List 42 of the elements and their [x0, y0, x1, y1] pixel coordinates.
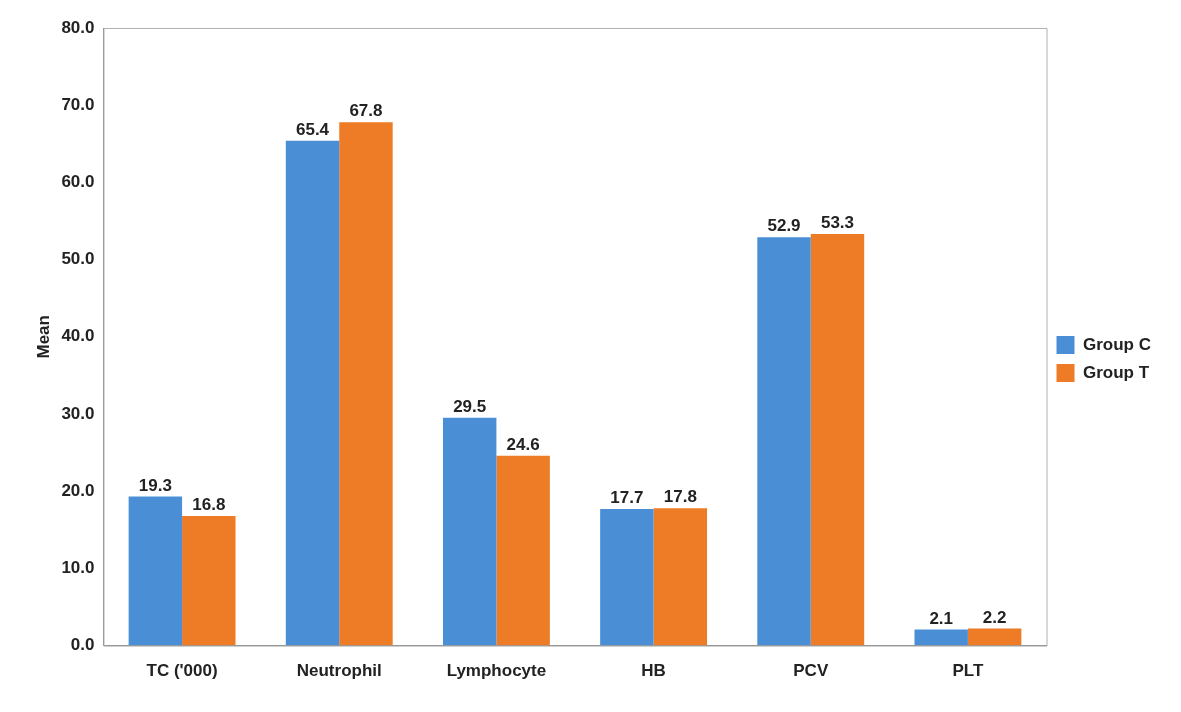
bar	[757, 237, 811, 646]
bar	[810, 234, 865, 646]
data-label: 24.6	[506, 434, 540, 454]
data-label: 16.8	[192, 495, 226, 515]
data-label: 2.2	[982, 607, 1007, 627]
data-label: 19.3	[138, 475, 172, 495]
y-tick-label: 60.0	[61, 172, 95, 192]
data-label: 17.7	[610, 488, 644, 508]
bar	[128, 496, 183, 646]
x-tick-label: PCV	[793, 661, 829, 681]
data-label: 53.3	[820, 213, 855, 233]
y-tick-label: 40.0	[61, 326, 95, 346]
data-label: 17.8	[663, 487, 697, 507]
data-label: 52.9	[767, 216, 801, 236]
bar	[182, 515, 236, 646]
data-label: 2.1	[929, 608, 954, 628]
legend-label: Group C	[1083, 334, 1152, 354]
y-tick-label: 30.0	[61, 403, 95, 423]
y-tick-label: 80.0	[61, 17, 95, 37]
bar	[914, 629, 968, 646]
data-label: 29.5	[453, 397, 487, 417]
data-label: 67.8	[349, 101, 383, 121]
x-tick-label: Lymphocyte	[446, 661, 547, 681]
y-tick-label: 20.0	[61, 480, 95, 500]
data-label: 65.4	[295, 119, 330, 139]
y-axis-title: Mean	[33, 315, 53, 359]
bar	[285, 140, 340, 646]
y-tick-label: 0.0	[70, 635, 95, 655]
y-tick-label: 70.0	[61, 94, 95, 114]
x-tick-label: Neutrophil	[296, 661, 382, 681]
bar	[967, 628, 1022, 646]
bar	[653, 508, 708, 646]
legend-label: Group T	[1083, 362, 1150, 382]
bar	[442, 417, 497, 646]
bar	[339, 122, 393, 646]
x-tick-label: TC ('000)	[146, 661, 218, 681]
x-tick-label: PLT	[952, 661, 984, 681]
bar	[496, 455, 550, 646]
y-tick-label: 50.0	[61, 249, 95, 269]
bar	[600, 508, 654, 646]
y-tick-label: 10.0	[61, 558, 95, 578]
x-tick-label: HB	[641, 661, 666, 681]
